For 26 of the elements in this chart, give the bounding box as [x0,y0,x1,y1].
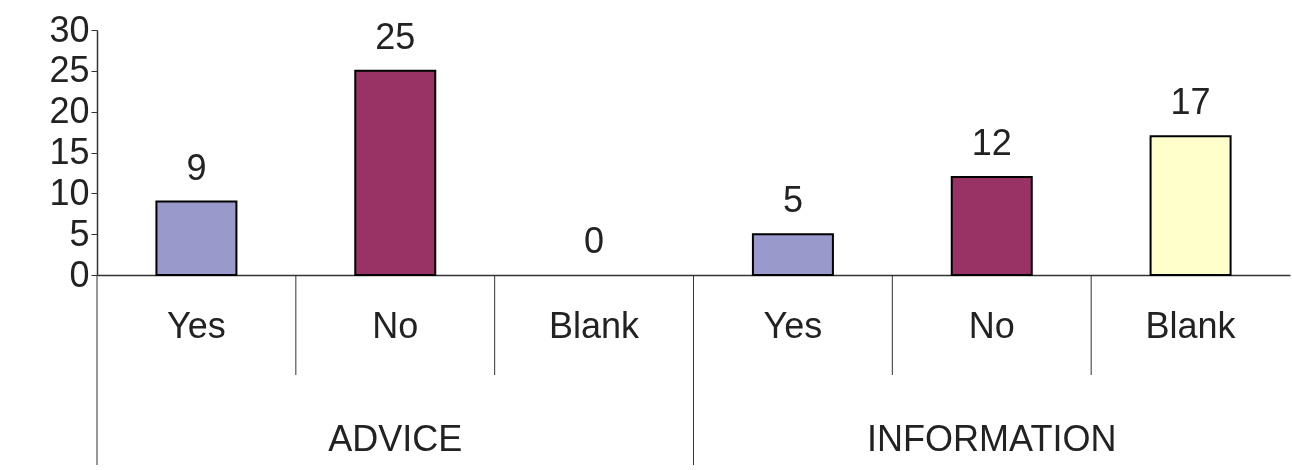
x-tick-label: Blank [549,304,641,346]
y-tick-label: 5 [69,212,90,254]
bar [155,200,238,276]
y-tick-label: 25 [49,49,90,91]
y-tick-label: 20 [49,90,90,132]
x-tick-label: Yes [167,304,226,346]
data-label: 5 [782,179,803,221]
x-tick-label: No [372,304,419,346]
bar [1149,135,1232,276]
bar [354,69,437,276]
data-label: 12 [971,122,1012,163]
y-tick-label: 0 [69,253,90,295]
text: INFORMATION [867,418,1117,459]
y-tick-label: 30 [49,8,90,50]
x-tick-label: No [968,304,1015,346]
data-label: 17 [1170,81,1211,123]
y-tick-label: 10 [49,171,90,213]
x-tick-label: Yes [763,304,823,346]
x-tick-label: Blank [1145,304,1237,346]
bar [751,233,834,276]
data-label: 25 [375,15,416,57]
bar [950,176,1033,276]
data-label: 9 [186,146,207,188]
text: ADVICE [328,418,463,459]
y-tick-label: 15 [49,131,90,172]
data-label: 0 [584,220,605,261]
